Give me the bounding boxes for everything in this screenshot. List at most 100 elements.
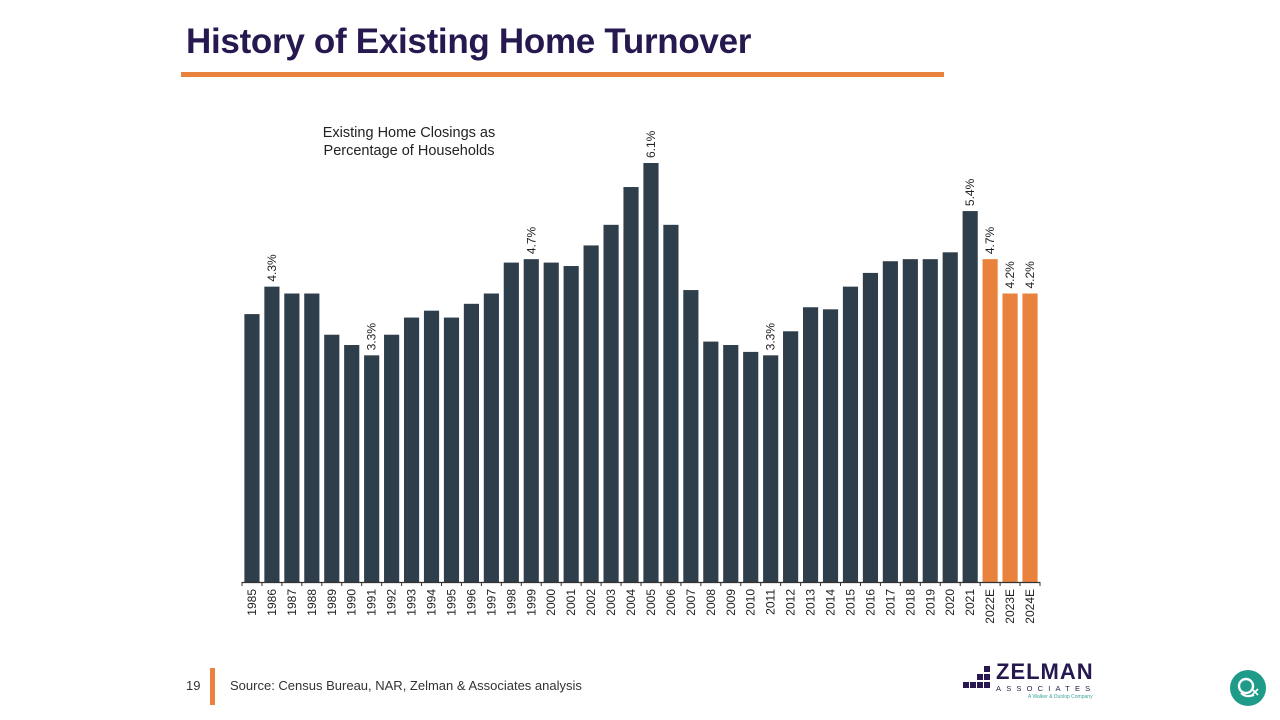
- data-label: 6.1%: [644, 130, 658, 158]
- x-tick-label: 2001: [564, 589, 578, 616]
- page-number: 19: [186, 678, 201, 693]
- data-label: 4.2%: [1003, 261, 1017, 289]
- bar-2024E: [1022, 293, 1038, 582]
- data-label: 5.4%: [963, 178, 977, 206]
- bar-2002: [583, 245, 599, 582]
- x-tick-label: 1993: [405, 589, 419, 616]
- bar-2023E: [1002, 293, 1018, 582]
- x-tick-label: 2013: [804, 589, 818, 616]
- x-tick-label: 1987: [285, 589, 299, 616]
- bar-1986: [264, 286, 280, 582]
- x-tick-label: 2017: [883, 589, 897, 616]
- x-tick-label: 1989: [325, 589, 339, 616]
- logo-mark-icon: [963, 666, 990, 688]
- x-tick-label: 2000: [544, 589, 558, 616]
- slide-title: History of Existing Home Turnover: [186, 22, 752, 61]
- x-tick-label: 1988: [305, 589, 319, 616]
- chat-bubble-icon: [1237, 677, 1259, 698]
- x-tick-label: 2003: [604, 589, 618, 616]
- x-tick-label: 1997: [484, 589, 498, 616]
- x-tick-label: 2020: [943, 589, 957, 616]
- x-tick-label: 2010: [744, 589, 758, 616]
- x-tick-label: 1986: [265, 589, 279, 616]
- bar-2003: [603, 224, 619, 582]
- bar-1996: [463, 303, 479, 582]
- data-label: 4.3%: [265, 254, 279, 282]
- x-tick-label: 2008: [704, 589, 718, 616]
- bar-2022E: [982, 259, 998, 582]
- x-tick-label: 2005: [644, 589, 658, 616]
- bar-2018: [902, 259, 918, 582]
- zelman-logo: ZELMAN ASSOCIATES A Walker & Dunlop Comp…: [962, 660, 1112, 704]
- bar-2007: [683, 290, 699, 582]
- bar-1991: [364, 355, 380, 582]
- x-tick-label: 2007: [684, 589, 698, 616]
- bar-2014: [822, 309, 839, 582]
- logo-tagline: A Walker & Dunlop Company: [1028, 694, 1093, 700]
- bar-2020: [942, 252, 958, 583]
- bar-2017: [882, 261, 898, 582]
- bar-1997: [483, 293, 499, 582]
- x-tick-label: 2002: [584, 589, 598, 616]
- x-tick-label: 2011: [764, 589, 778, 615]
- bar-1998: [503, 262, 519, 582]
- bar-1985: [244, 314, 260, 582]
- bar-2012: [783, 331, 799, 582]
- bar-2021: [962, 211, 978, 582]
- x-tick-label: 1998: [504, 589, 518, 616]
- x-tick-label: 2018: [903, 589, 917, 616]
- bar-1994: [423, 310, 440, 582]
- x-tick-label: 2016: [863, 589, 877, 616]
- bar-2009: [723, 345, 739, 582]
- bar-2000: [543, 262, 559, 582]
- x-tick-label: 2004: [624, 589, 638, 616]
- data-label: 3.3%: [764, 323, 778, 351]
- bar-1999: [523, 259, 539, 582]
- x-tick-label: 1999: [524, 589, 538, 616]
- bar-1987: [284, 293, 300, 582]
- chart-title-line: Percentage of Households: [324, 143, 495, 159]
- source-note: Source: Census Bureau, NAR, Zelman & Ass…: [230, 678, 582, 693]
- data-label: 4.7%: [524, 226, 538, 254]
- footer-accent-bar: [210, 668, 215, 705]
- x-tick-label: 2009: [724, 589, 738, 616]
- bar-2016: [862, 272, 878, 582]
- title-underline: [181, 72, 944, 77]
- bar-2015: [842, 286, 859, 582]
- chart-title-line: Existing Home Closings as: [323, 125, 495, 141]
- bar-1993: [403, 317, 420, 582]
- bar-1995: [443, 317, 460, 582]
- bar-2005: [643, 163, 659, 582]
- x-tick-label: 1994: [425, 589, 439, 616]
- bar-2010: [743, 351, 759, 582]
- x-tick-label: 2024E: [1023, 589, 1037, 624]
- x-tick-label: 2006: [664, 589, 678, 616]
- logo-name: ZELMAN: [996, 659, 1094, 684]
- bar-1990: [344, 345, 360, 582]
- x-tick-label: 2023E: [1003, 589, 1017, 624]
- x-tick-label: 2012: [784, 589, 798, 616]
- x-tick-label: 2022E: [983, 589, 997, 624]
- x-tick-label: 1996: [464, 589, 478, 616]
- bar-2008: [703, 341, 719, 582]
- bar-2004: [623, 187, 639, 583]
- x-tick-label: 1992: [385, 589, 399, 616]
- x-tick-label: 2019: [923, 589, 937, 616]
- bar-1988: [304, 293, 320, 582]
- x-tick-label: 1995: [444, 589, 458, 616]
- x-tick-label: 1990: [345, 589, 359, 616]
- bar-2019: [922, 259, 938, 582]
- x-tick-label: 2015: [843, 589, 857, 616]
- logo-subtitle: ASSOCIATES: [996, 684, 1096, 693]
- bar-2013: [802, 307, 819, 582]
- bar-2011: [763, 355, 779, 582]
- x-tick-label: 1991: [365, 589, 379, 616]
- x-tick-label: 2021: [963, 589, 977, 616]
- bar-1989: [324, 334, 340, 582]
- data-label: 4.2%: [1023, 261, 1037, 289]
- x-tick-label: 1985: [245, 589, 259, 616]
- data-label: 4.7%: [983, 226, 997, 254]
- assistant-widget-icon[interactable]: [1230, 670, 1266, 706]
- bar-2001: [563, 266, 579, 582]
